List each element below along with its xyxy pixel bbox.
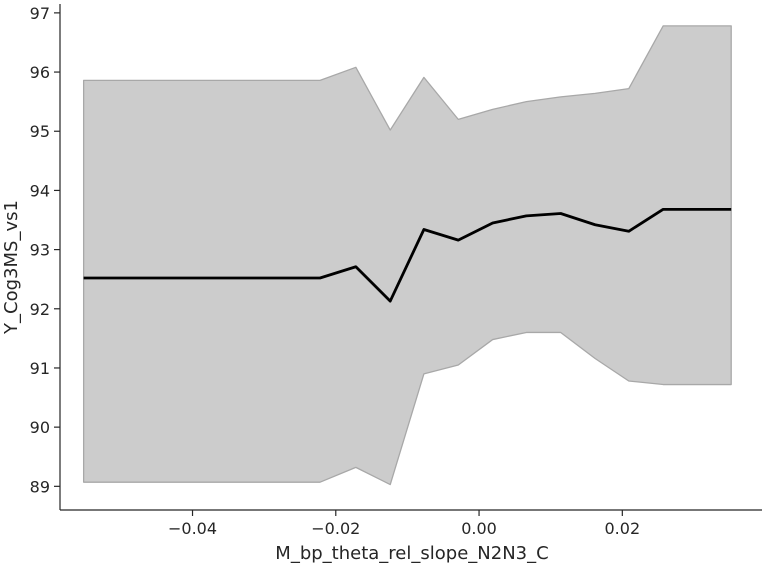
y-axis-ticks: 89 90 91 92 93 94 95 96 97 <box>30 4 60 496</box>
x-tick-label: −0.04 <box>168 519 217 538</box>
series-line-layer <box>83 207 732 303</box>
y-tick-label: 93 <box>30 241 50 260</box>
confidence-band <box>82 25 732 486</box>
y-tick-label: 96 <box>30 63 50 82</box>
y-tick-label: 94 <box>30 181 50 200</box>
y-tick-label: 90 <box>30 418 50 437</box>
x-tick-label: 0.02 <box>605 519 641 538</box>
y-axis-label: Y_Cog3MS_vs1 <box>1 200 22 335</box>
x-axis-label: M_bp_theta_rel_slope_N2N3_C <box>275 543 548 564</box>
x-tick-label: −0.02 <box>311 519 360 538</box>
x-axis-ticks: −0.04 −0.02 0.00 0.02 <box>168 510 640 538</box>
y-tick-label: 92 <box>30 300 50 319</box>
confidence-band-layer <box>82 25 732 486</box>
y-tick-label: 91 <box>30 359 50 378</box>
y-tick-label: 89 <box>30 477 50 496</box>
axes <box>59 4 762 511</box>
x-tick-label: 0.00 <box>461 519 497 538</box>
y-tick-label: 95 <box>30 122 50 141</box>
y-tick-label: 97 <box>30 4 50 23</box>
series-line <box>83 207 732 303</box>
